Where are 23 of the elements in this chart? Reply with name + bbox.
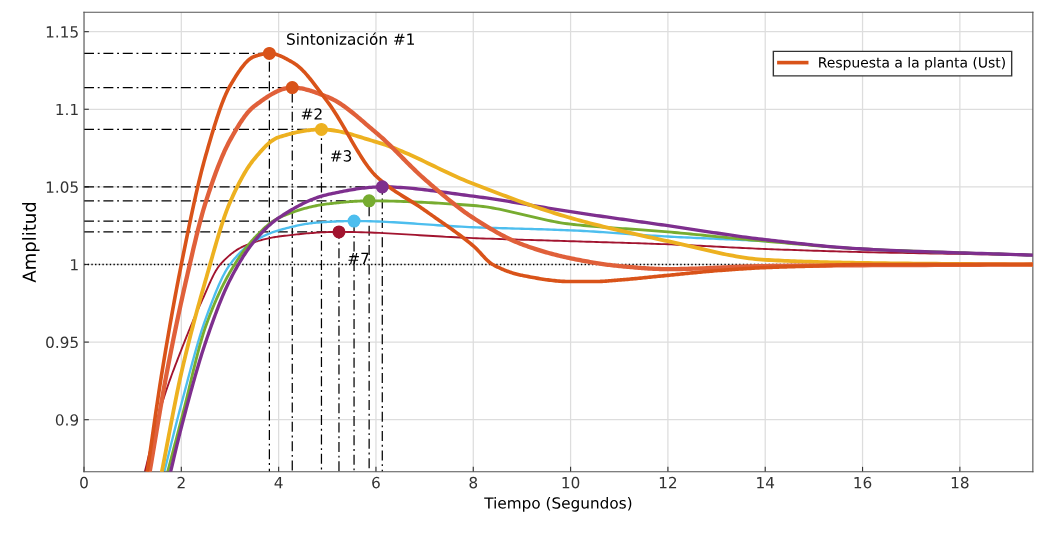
- y-tick-label: 1.05: [46, 181, 78, 193]
- x-tick-label: 14: [757, 477, 775, 489]
- y-tick-label: 1.1: [56, 103, 78, 116]
- x-tick-label: 2: [177, 476, 185, 489]
- y-tick-label: 1.15: [46, 26, 78, 38]
- y-tick-label: 0.9: [55, 414, 79, 426]
- x-tick-label: 12: [659, 476, 677, 489]
- x-tick-label: 10: [562, 476, 580, 489]
- x-tick-label: 16: [854, 476, 872, 489]
- legend-label: Respuesta a la planta (Ust): [819, 56, 1005, 71]
- y-tick-label: 1: [71, 259, 78, 271]
- x-tick-label: 8: [469, 476, 478, 489]
- x-tick-label: 6: [372, 476, 380, 489]
- annotation: #7: [348, 252, 369, 264]
- x-axis-title: Tiempo (Segundos): [484, 496, 632, 512]
- annotation: Sintonización #1: [287, 32, 414, 45]
- annotation: #2: [301, 108, 322, 120]
- y-axis-title: Amplitud: [22, 202, 40, 283]
- y-tick-label: 0.95: [46, 336, 78, 349]
- x-tick-label: 0: [80, 476, 88, 489]
- x-tick-label: 18: [951, 476, 969, 489]
- annotation: #3: [330, 150, 352, 162]
- x-tick-label: 4: [274, 477, 283, 489]
